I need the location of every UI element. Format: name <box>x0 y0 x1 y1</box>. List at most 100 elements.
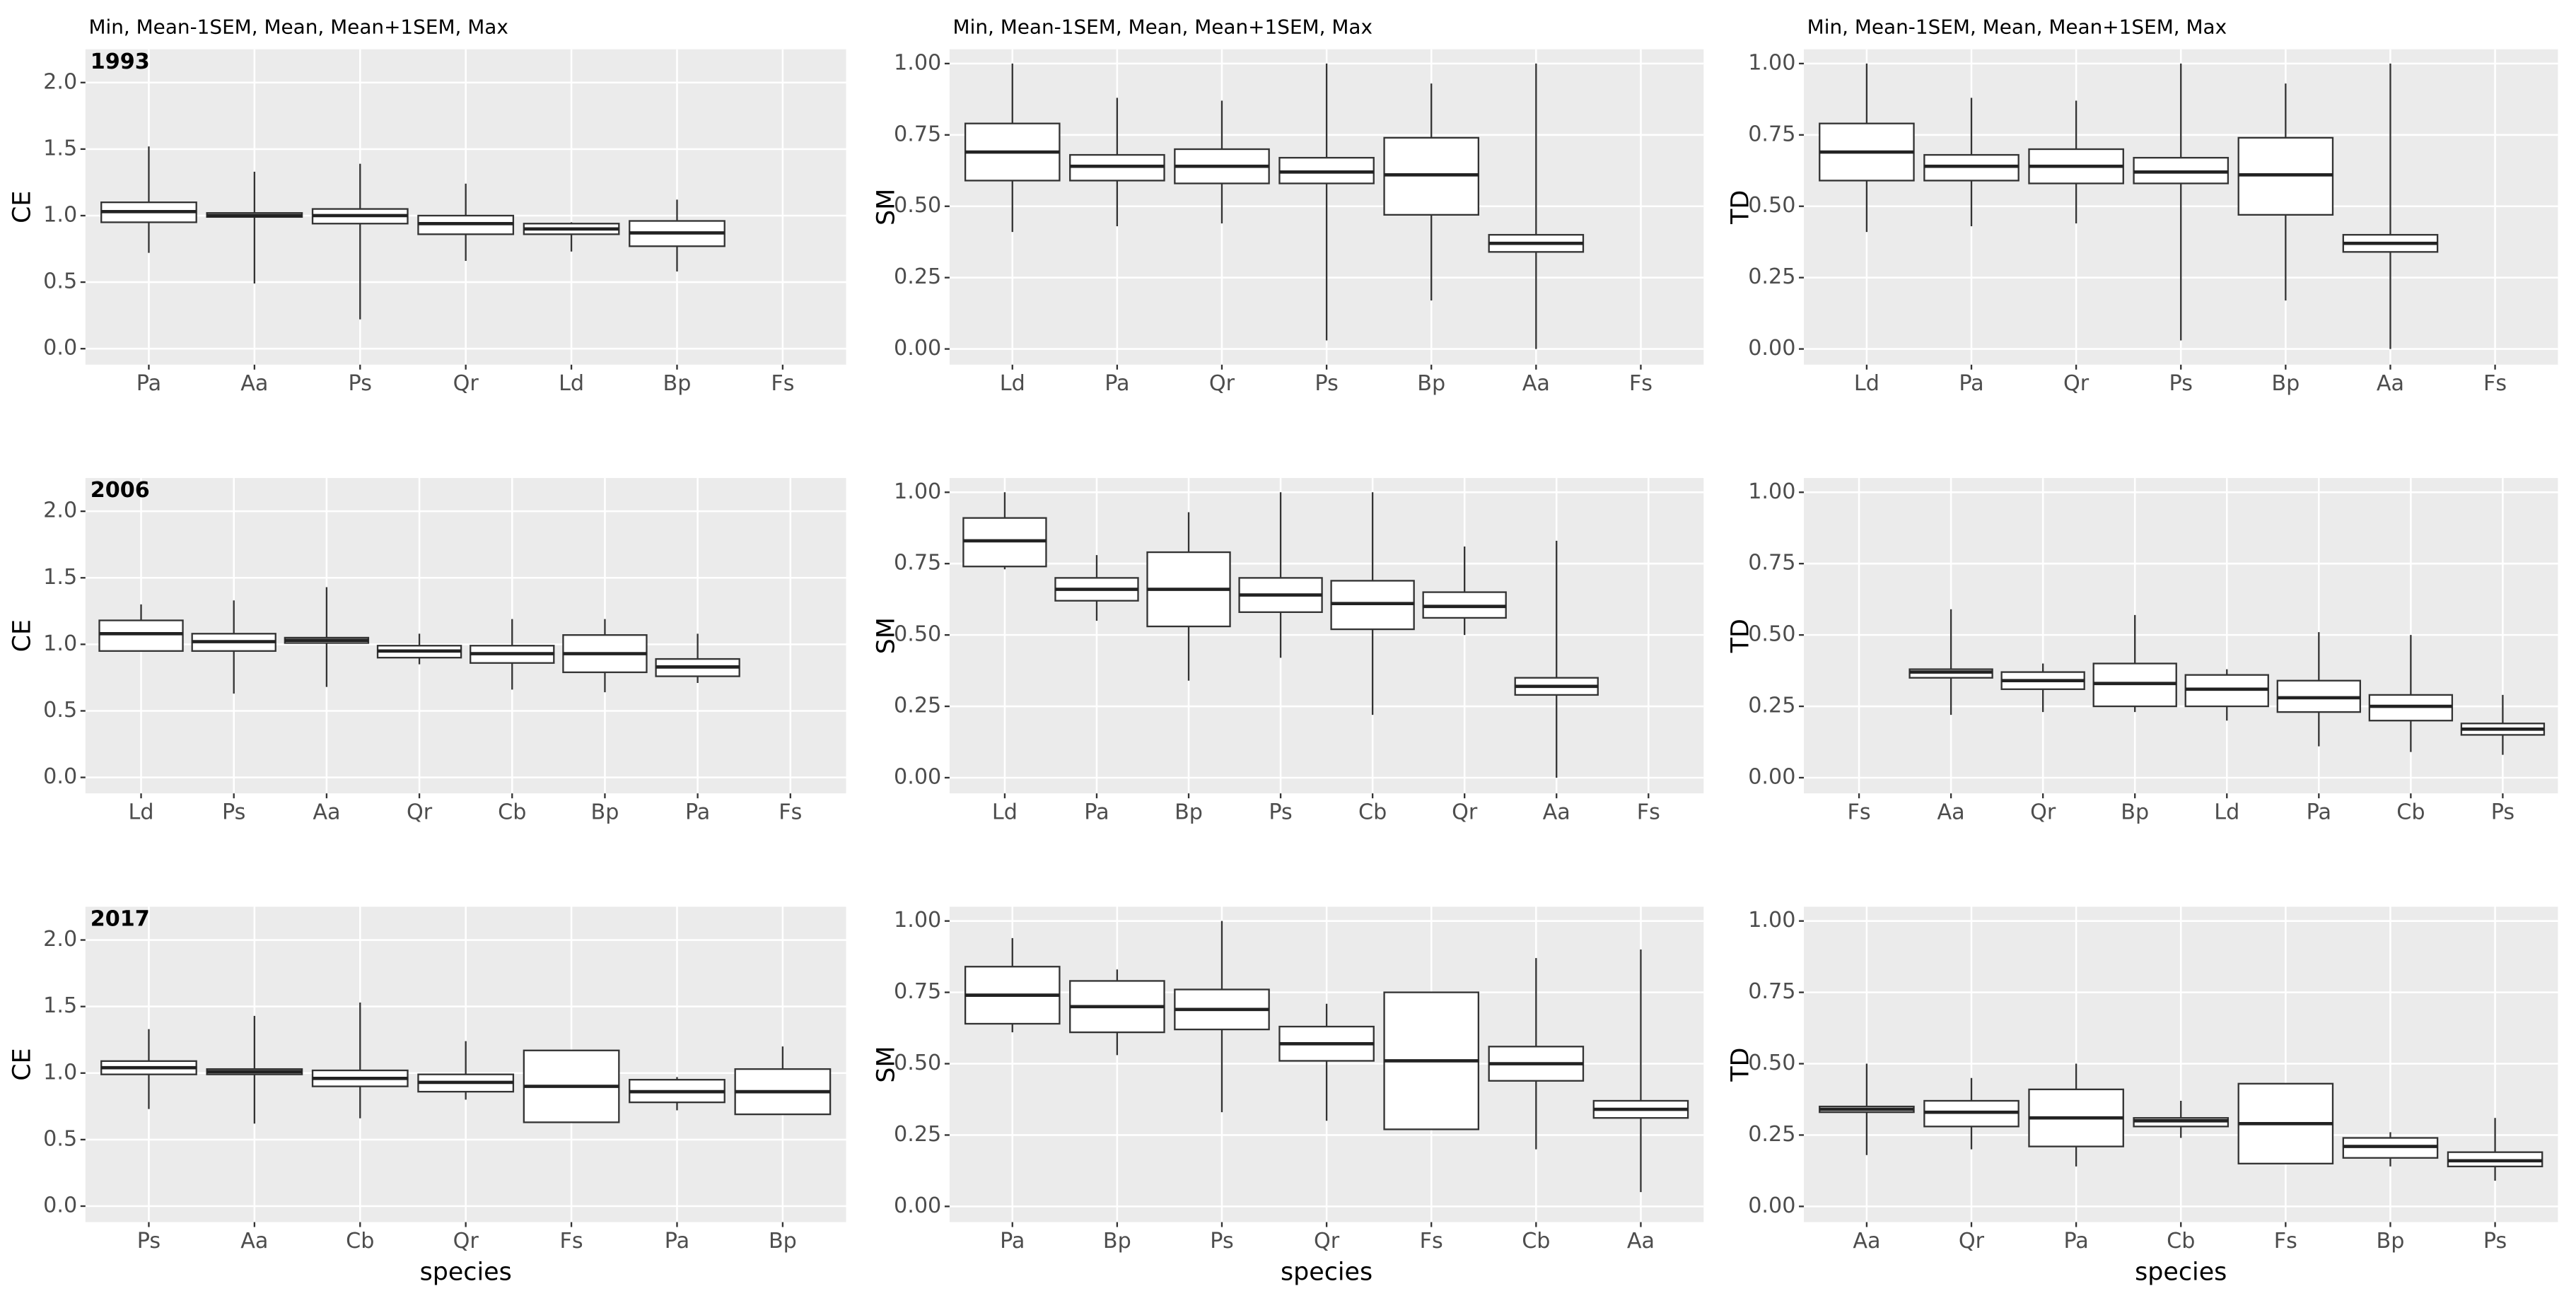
x-tick-label: Ps <box>2491 800 2514 825</box>
x-tick-label: Fs <box>1637 800 1660 825</box>
x-tick-label: Pa <box>1000 1229 1025 1254</box>
x-tick-label: Bp <box>1103 1229 1131 1254</box>
y-tick-label: 2.0 <box>43 498 77 523</box>
y-tick-label: 0.75 <box>1748 122 1795 146</box>
y-tick-label: 1.5 <box>43 136 77 160</box>
y-tick-label: 0.75 <box>894 979 941 1004</box>
x-tick-label: Aa <box>240 1229 268 1254</box>
x-tick-label: Pa <box>1084 800 1109 825</box>
x-tick-label: Fs <box>560 1229 583 1254</box>
x-tick-label: Ps <box>1210 1229 1233 1254</box>
x-axis-label: species <box>2135 1258 2227 1287</box>
x-tick-label: Cb <box>2167 1229 2195 1254</box>
subtitle: Min, Mean-1SEM, Mean, Mean+1SEM, Max <box>1807 16 2227 39</box>
panel-label: 1993 <box>91 49 150 74</box>
x-tick-label: Bp <box>769 1229 797 1254</box>
x-tick-label: Aa <box>1543 800 1570 825</box>
y-tick-label: 0.50 <box>1748 1051 1795 1075</box>
x-tick-label: Aa <box>1853 1229 1880 1254</box>
y-tick-label: 0.75 <box>1748 551 1795 575</box>
x-tick-label: Ps <box>1269 800 1292 825</box>
y-tick-label: 0.00 <box>894 764 941 789</box>
x-tick-label: Fs <box>779 800 802 825</box>
x-tick-label: Cb <box>346 1229 374 1254</box>
x-tick-label: Ps <box>1315 371 1338 396</box>
y-tick-label: 0.00 <box>894 1193 941 1218</box>
y-tick-label: 1.00 <box>894 50 941 75</box>
x-tick-label: Ps <box>222 800 245 825</box>
y-tick-label: 1.00 <box>894 479 941 504</box>
y-tick-label: 0.0 <box>43 336 77 361</box>
y-tick-label: 0.25 <box>894 264 941 289</box>
y-tick-label: 0.25 <box>1748 694 1795 718</box>
x-tick-label: Ld <box>129 800 154 825</box>
y-tick-label: 1.00 <box>1748 50 1795 75</box>
x-tick-label: Fs <box>1629 371 1653 396</box>
x-tick-label: Bp <box>2121 800 2149 825</box>
x-tick-label: Fs <box>1420 1229 1443 1254</box>
y-tick-label: 0.5 <box>43 1126 77 1151</box>
x-tick-label: Ps <box>137 1229 161 1254</box>
y-tick-label: 0.00 <box>1748 336 1795 361</box>
y-axis-label: CE <box>8 1048 37 1080</box>
y-tick-label: 0.0 <box>43 764 77 789</box>
y-tick-label: 2.0 <box>43 927 77 952</box>
y-axis-label: SM <box>873 617 901 654</box>
x-tick-label: Ps <box>2483 1229 2507 1254</box>
y-tick-label: 0.50 <box>894 622 941 647</box>
x-tick-label: Qr <box>2030 800 2056 825</box>
y-tick-label: 1.00 <box>1748 908 1795 933</box>
y-axis-label: SM <box>873 189 901 226</box>
x-tick-label: Aa <box>1937 800 1965 825</box>
y-tick-label: 0.25 <box>894 694 941 718</box>
x-tick-label: Bp <box>1417 371 1445 396</box>
x-tick-label: Cb <box>1522 1229 1550 1254</box>
x-tick-label: Ld <box>2214 800 2239 825</box>
x-axis-label: species <box>1281 1258 1372 1287</box>
panel-label: 2006 <box>91 478 150 503</box>
y-axis-label: TD <box>1727 190 1755 225</box>
x-tick-label: Ps <box>2169 371 2193 396</box>
x-tick-label: Qr <box>1452 800 1478 825</box>
y-axis-label: CE <box>8 619 37 652</box>
y-tick-label: 0.50 <box>1748 622 1795 647</box>
y-axis-label: TD <box>1727 1047 1755 1082</box>
x-tick-label: Qr <box>1314 1229 1340 1254</box>
subtitle: Min, Mean-1SEM, Mean, Mean+1SEM, Max <box>953 16 1372 39</box>
y-tick-label: 0.50 <box>894 1051 941 1075</box>
y-tick-label: 0.75 <box>894 122 941 146</box>
y-tick-label: 0.50 <box>894 193 941 218</box>
x-tick-label: Pa <box>2063 1229 2088 1254</box>
x-tick-label: Fs <box>771 371 794 396</box>
x-tick-label: Aa <box>2377 371 2404 396</box>
x-tick-label: Aa <box>240 371 268 396</box>
panel-label: 2017 <box>91 907 150 932</box>
y-tick-label: 0.25 <box>1748 1122 1795 1147</box>
y-tick-label: 0.50 <box>1748 193 1795 218</box>
x-axis-label: species <box>420 1258 512 1287</box>
x-tick-label: Bp <box>2271 371 2300 396</box>
y-tick-label: 0.75 <box>1748 979 1795 1004</box>
x-tick-label: Fs <box>2274 1229 2297 1254</box>
y-tick-label: 0.25 <box>1748 264 1795 289</box>
x-tick-label: Aa <box>313 800 340 825</box>
y-tick-label: 0.75 <box>894 551 941 575</box>
subtitle: Min, Mean-1SEM, Mean, Mean+1SEM, Max <box>88 16 508 39</box>
x-tick-label: Ld <box>559 371 584 396</box>
y-tick-label: 0.25 <box>894 1122 941 1147</box>
y-tick-label: 0.00 <box>894 336 941 361</box>
x-tick-label: Fs <box>1848 800 1871 825</box>
x-tick-label: Bp <box>1175 800 1203 825</box>
y-tick-label: 1.00 <box>1748 479 1795 504</box>
box <box>98 619 184 652</box>
y-tick-label: 2.0 <box>43 69 77 94</box>
y-tick-label: 0.00 <box>1748 764 1795 789</box>
x-tick-label: Ld <box>1854 371 1879 396</box>
y-tick-label: 0.0 <box>43 1193 77 1217</box>
x-tick-label: Aa <box>1522 371 1550 396</box>
x-tick-label: Bp <box>2377 1229 2405 1254</box>
y-axis-label: SM <box>873 1046 901 1082</box>
x-tick-label: Cb <box>2396 800 2425 825</box>
